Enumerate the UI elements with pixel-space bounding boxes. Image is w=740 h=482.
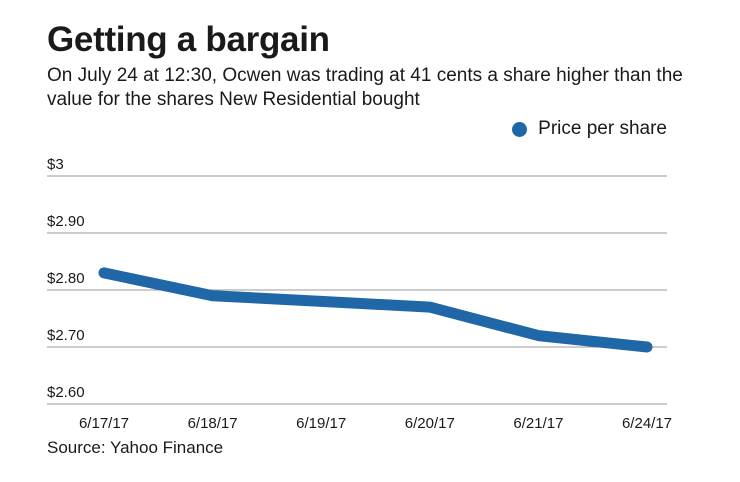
x-tick-label: 6/19/17 bbox=[296, 415, 346, 432]
x-tick-label: 6/21/17 bbox=[513, 415, 563, 432]
legend-label: Price per share bbox=[538, 118, 667, 139]
x-tick-label: 6/24/17 bbox=[622, 415, 672, 432]
chart-subtitle: On July 24 at 12:30, Ocwen was trading a… bbox=[47, 65, 683, 110]
y-tick-label: $2.70 bbox=[47, 327, 85, 344]
data-point bbox=[103, 272, 105, 274]
legend-marker bbox=[512, 121, 528, 137]
source-note: Source: Yahoo Finance bbox=[47, 438, 224, 457]
x-tick-label: 6/18/17 bbox=[188, 415, 238, 432]
data-point bbox=[429, 306, 431, 308]
x-tick-label: 6/20/17 bbox=[405, 415, 455, 432]
y-tick-label: $2.60 bbox=[47, 384, 85, 401]
data-point bbox=[646, 346, 648, 348]
x-tick-label: 6/17/17 bbox=[79, 415, 129, 432]
legend: Price per share bbox=[512, 118, 667, 140]
series-line bbox=[98, 267, 653, 353]
data-point bbox=[537, 335, 539, 337]
data-point bbox=[320, 300, 322, 302]
chart-title: Getting a bargain bbox=[47, 20, 330, 59]
data-point bbox=[212, 295, 214, 297]
y-tick-label: $2.90 bbox=[47, 213, 85, 230]
y-tick-label: $2.80 bbox=[47, 270, 85, 287]
y-tick-label: $3 bbox=[47, 156, 64, 173]
